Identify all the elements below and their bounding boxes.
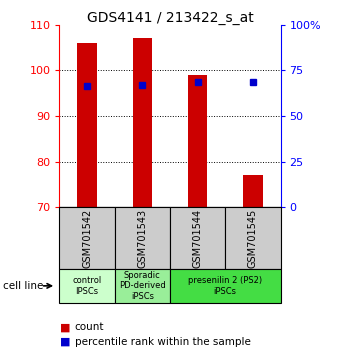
Bar (243, 175, 262, 207)
Bar (188, 75, 207, 207)
Text: GSM701545: GSM701545 (248, 209, 258, 268)
Bar (115, 207, 170, 269)
Text: cell line: cell line (3, 281, 44, 291)
Text: control
IPSCs: control IPSCs (72, 276, 102, 296)
Text: ■: ■ (59, 337, 70, 347)
Bar (133, 39, 152, 207)
Bar (225, 207, 280, 269)
Bar (115, 269, 170, 303)
Bar (59, 269, 115, 303)
Text: GDS4141 / 213422_s_at: GDS4141 / 213422_s_at (87, 11, 253, 25)
Text: ■: ■ (59, 322, 70, 332)
Bar (59, 207, 115, 269)
Text: Sporadic
PD-derived
iPSCs: Sporadic PD-derived iPSCs (119, 271, 166, 301)
Bar (78, 43, 97, 207)
Text: count: count (75, 322, 104, 332)
Bar (170, 269, 280, 303)
Bar (170, 207, 225, 269)
Text: GSM701543: GSM701543 (137, 209, 147, 268)
Text: percentile rank within the sample: percentile rank within the sample (75, 337, 251, 347)
Text: GSM701542: GSM701542 (82, 209, 92, 268)
Text: presenilin 2 (PS2)
iPSCs: presenilin 2 (PS2) iPSCs (188, 276, 262, 296)
Text: GSM701544: GSM701544 (193, 209, 203, 268)
